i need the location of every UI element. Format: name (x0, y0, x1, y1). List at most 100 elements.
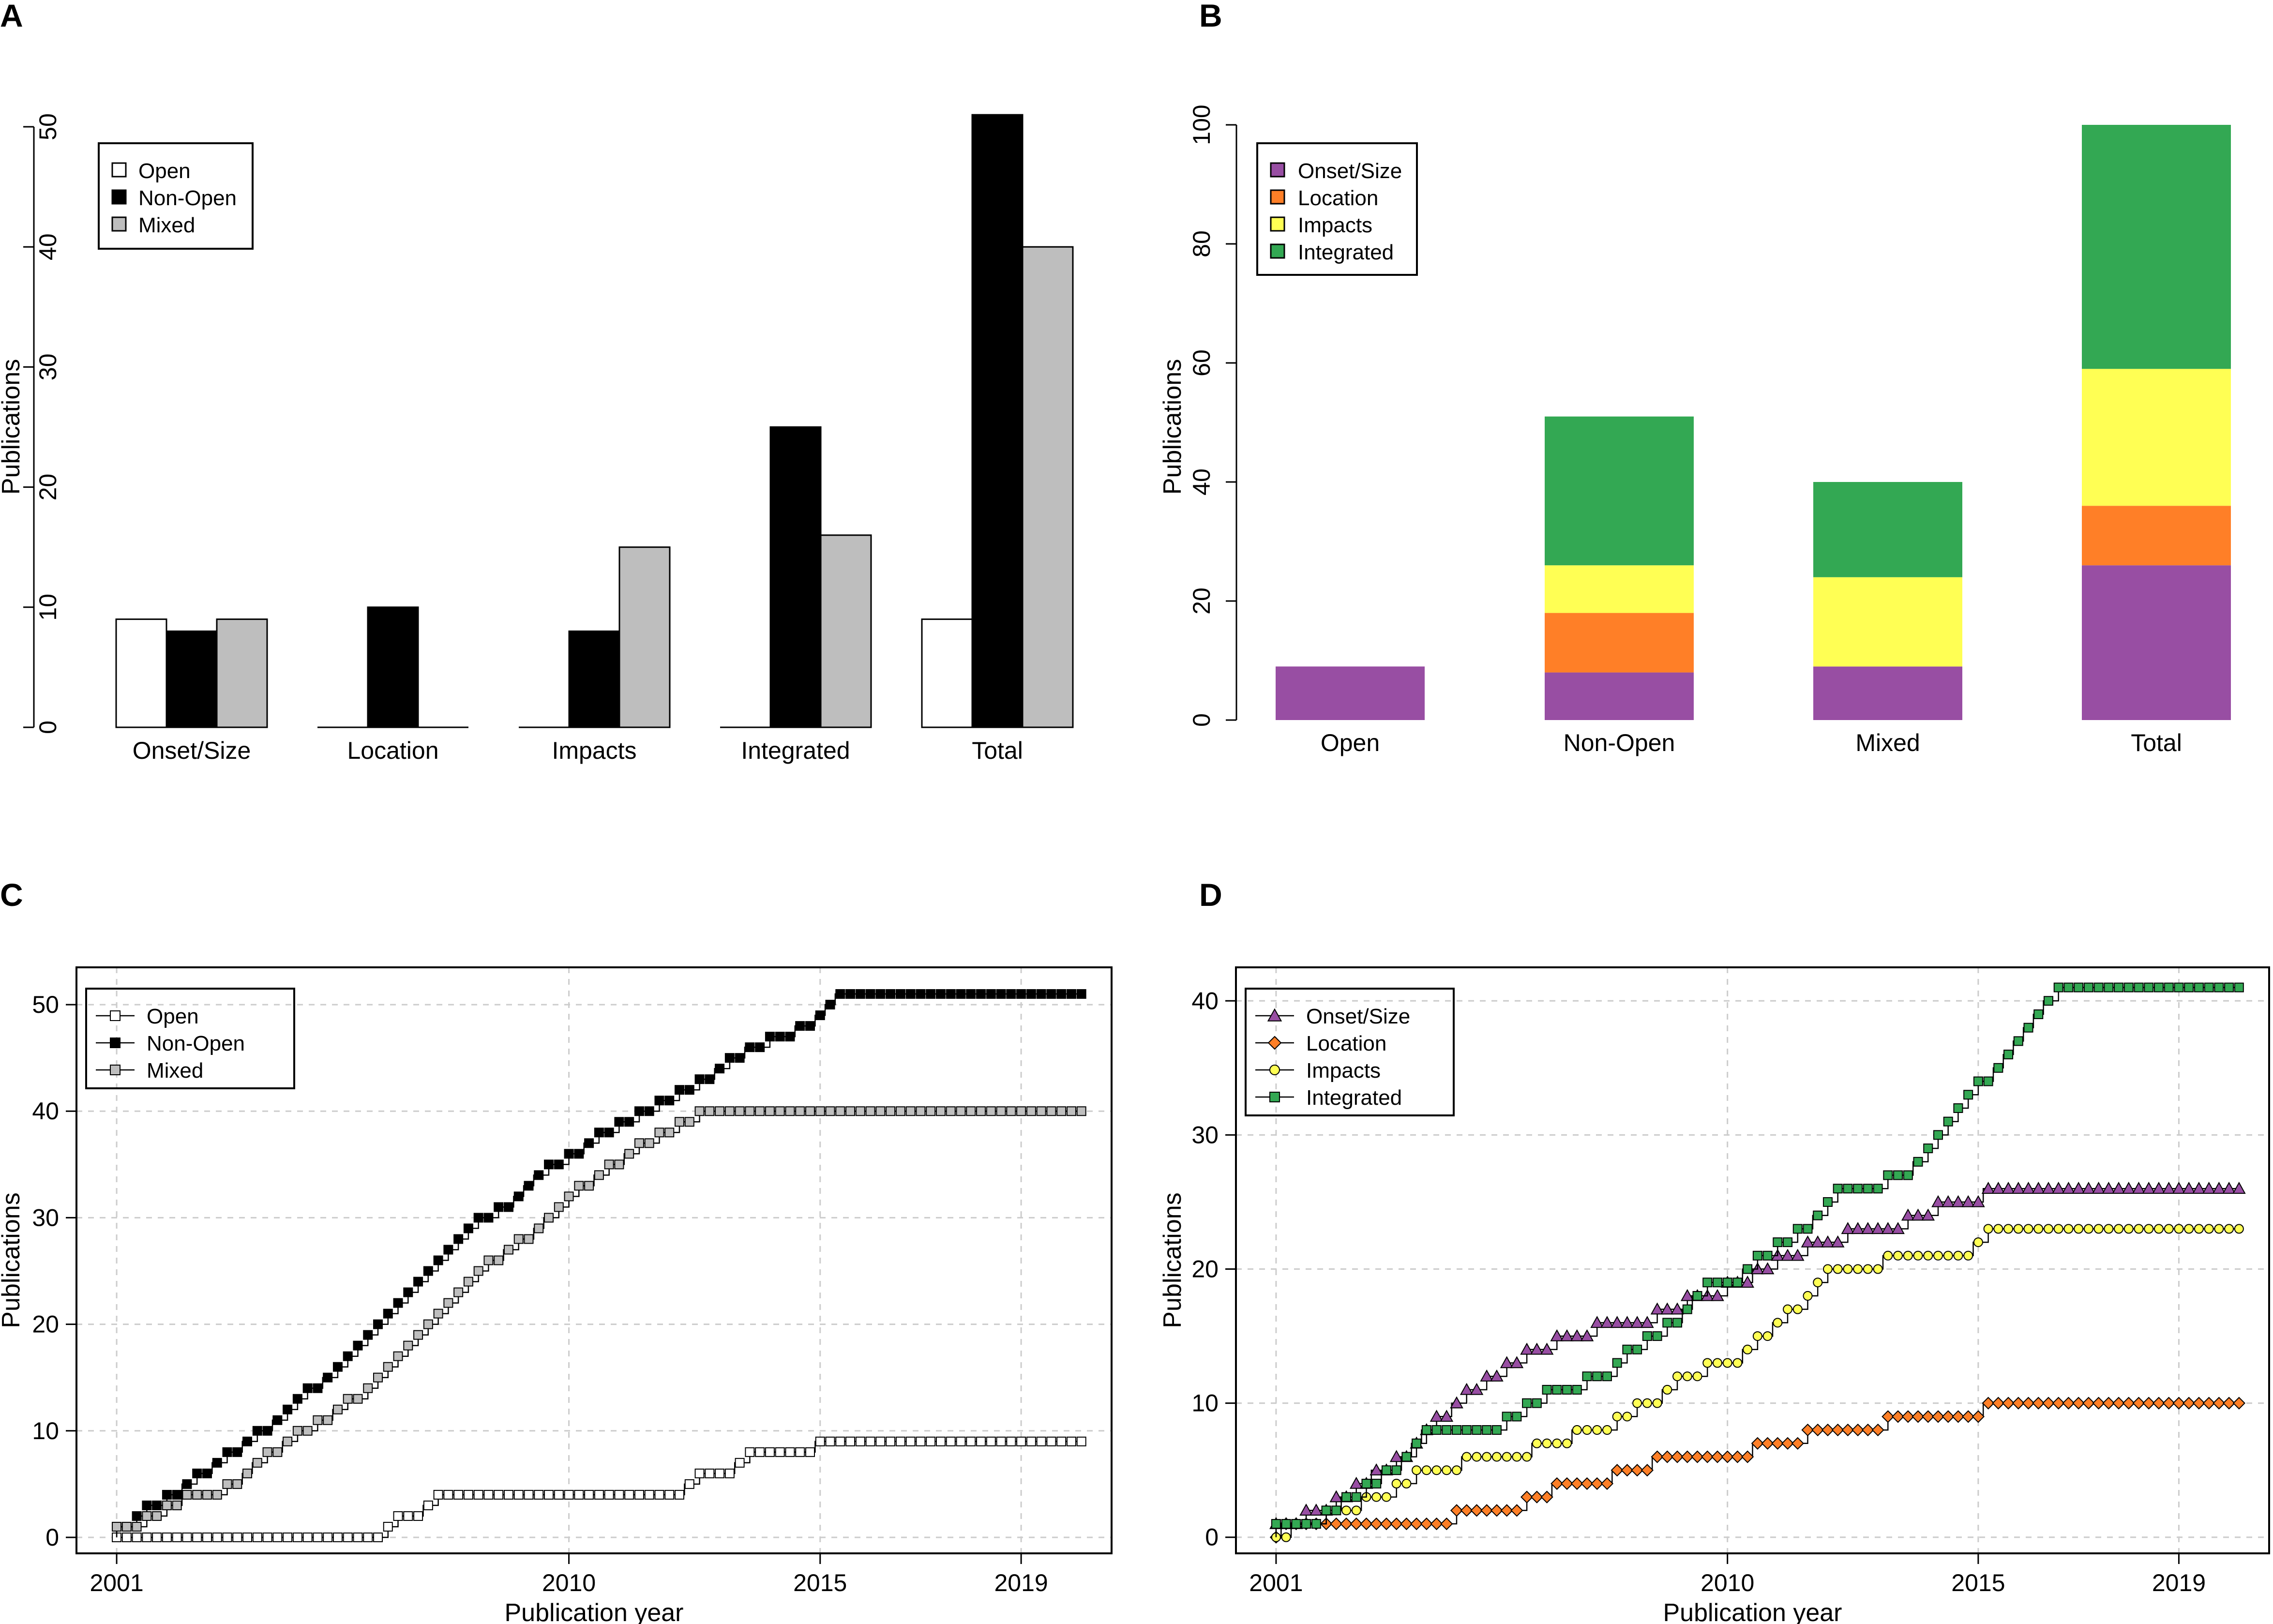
data-point (825, 1000, 835, 1010)
data-point (634, 1106, 644, 1116)
data-point (1931, 1410, 1945, 1423)
legend-swatch (111, 189, 127, 205)
y-tick-label: 50 (32, 991, 59, 1018)
y-tick-label: 40 (1191, 987, 1219, 1014)
series-line (1275, 987, 2239, 1537)
data-point (1743, 1344, 1753, 1354)
data-point (1752, 1331, 1762, 1341)
data-point (956, 1106, 966, 1116)
data-point (2234, 1224, 2244, 1234)
data-point (2184, 1224, 2194, 1234)
panel-label-a: A (0, 0, 23, 33)
data-point (1650, 1302, 1664, 1315)
data-point (1881, 1222, 1895, 1234)
bar (921, 618, 973, 728)
data-point (705, 1468, 715, 1478)
data-point (2013, 1224, 2023, 1234)
data-point (715, 1064, 725, 1074)
data-point (182, 1489, 192, 1500)
data-point (483, 1213, 494, 1223)
data-point (1066, 1106, 1076, 1116)
data-point (905, 989, 916, 999)
data-point (473, 1213, 483, 1223)
data-point (323, 1372, 333, 1383)
data-point (795, 1447, 805, 1457)
data-point (252, 1426, 262, 1436)
data-point (1341, 1492, 1352, 1502)
data-point (1752, 1250, 1762, 1261)
data-point (1783, 1237, 1793, 1248)
data-point (544, 1159, 554, 1170)
data-point (2053, 1224, 2063, 1234)
data-point (373, 1319, 383, 1329)
data-point (2172, 1397, 2185, 1410)
data-point (1542, 1384, 1552, 1395)
data-point (1522, 1398, 1532, 1408)
legend-label: Onset/Size (1298, 159, 1402, 183)
data-point (805, 1106, 815, 1116)
data-point (825, 1436, 835, 1446)
data-point (272, 1415, 283, 1425)
data-point (1711, 1450, 1724, 1463)
data-point (574, 1181, 584, 1191)
data-point (2134, 982, 2144, 992)
y-axis-label: Publications (0, 1192, 25, 1328)
data-point (142, 1500, 152, 1510)
data-point (1682, 1304, 1692, 1314)
data-point (1991, 1182, 2005, 1194)
data-point (1066, 989, 1076, 999)
data-point (1440, 1517, 1453, 1531)
data-point (1341, 1505, 1352, 1516)
data-point (724, 1106, 735, 1116)
data-point (2234, 982, 2244, 992)
data-point (926, 989, 936, 999)
data-point (1331, 1505, 1341, 1516)
data-point (2162, 1397, 2175, 1410)
data-point (272, 1532, 283, 1542)
data-point (926, 1436, 936, 1446)
data-point (222, 1532, 232, 1542)
data-point (1873, 1264, 1883, 1274)
data-point (1691, 1450, 1704, 1463)
data-point (654, 1128, 664, 1138)
data-point (1421, 1465, 1431, 1475)
data-point (735, 1458, 745, 1468)
data-point (1611, 1464, 1624, 1477)
x-tick-label: 2010 (1701, 1569, 1754, 1596)
x-tick-label: Total (972, 737, 1023, 764)
data-point (1530, 1490, 1543, 1504)
data-point (1883, 1170, 1893, 1180)
data-point (2202, 1182, 2216, 1194)
data-point (795, 1021, 805, 1031)
y-tick-label: 0 (1188, 713, 1215, 727)
data-point (1076, 1436, 1086, 1446)
data-point (1520, 1490, 1534, 1504)
data-point (272, 1447, 283, 1457)
data-point (1370, 1463, 1384, 1475)
data-point (1783, 1304, 1793, 1314)
x-tick-label: Location (347, 737, 438, 764)
data-point (1442, 1425, 1452, 1435)
data-point (2164, 982, 2174, 992)
data-point (1702, 1278, 1713, 1288)
data-point (2062, 1397, 2075, 1410)
legend-swatch (111, 162, 127, 178)
data-point (724, 1468, 735, 1478)
data-point (313, 1532, 323, 1542)
data-point (1692, 1371, 1702, 1382)
data-point (745, 1447, 755, 1457)
data-point (905, 1436, 916, 1446)
data-point (1502, 1452, 1512, 1462)
data-point (1550, 1329, 1564, 1341)
data-point (1871, 1222, 1885, 1234)
panel-label-b: B (1199, 0, 1222, 33)
data-point (1943, 1116, 1953, 1127)
data-point (1912, 1410, 1925, 1423)
chart-a: 0 10 20 30 40 50 Publications Onset/Size Locatio… (0, 113, 1074, 764)
data-point (1711, 1289, 1724, 1301)
data-point (383, 1362, 393, 1372)
data-point (1036, 1106, 1046, 1116)
legend-label: Onset/Size (1306, 1005, 1410, 1028)
data-point (353, 1340, 363, 1351)
data-point (664, 1489, 675, 1500)
